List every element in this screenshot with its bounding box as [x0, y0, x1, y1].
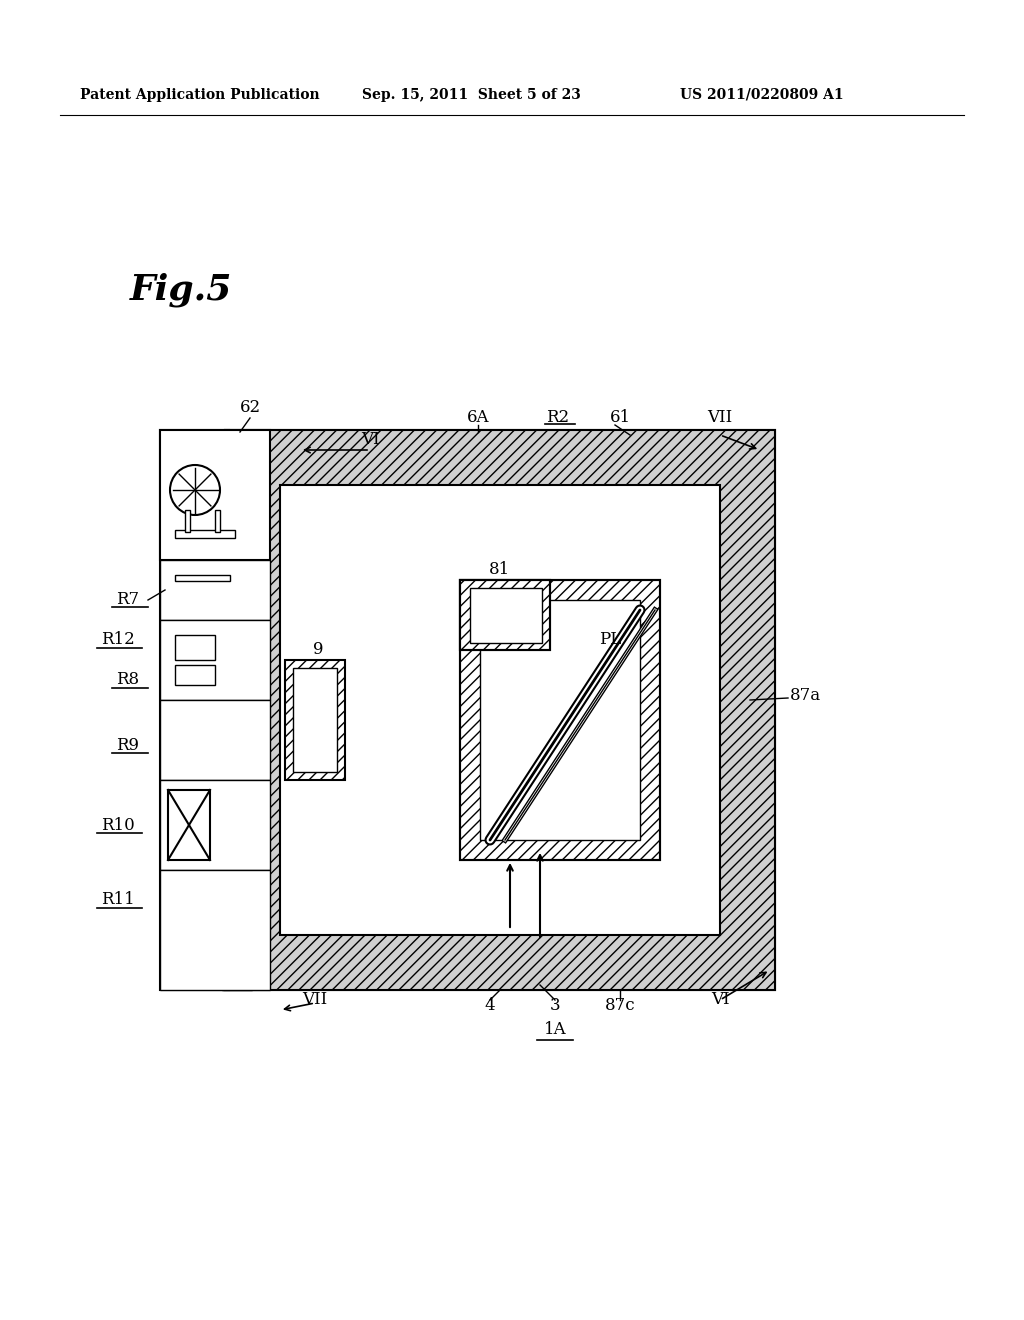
Bar: [175, 635, 215, 660]
Bar: [160, 430, 270, 560]
Text: 6A: 6A: [467, 409, 489, 426]
Text: 4: 4: [484, 997, 496, 1014]
Text: VI: VI: [711, 991, 729, 1008]
Text: R11: R11: [101, 891, 135, 908]
Bar: [175, 576, 230, 581]
Bar: [285, 660, 345, 780]
Text: 1A: 1A: [544, 1022, 566, 1039]
Bar: [185, 510, 190, 532]
Text: VII: VII: [302, 991, 328, 1008]
Bar: [460, 579, 550, 649]
Text: 87c: 87c: [605, 997, 635, 1014]
Bar: [293, 668, 337, 772]
Bar: [470, 587, 542, 643]
Text: Fig.5: Fig.5: [130, 273, 232, 308]
Bar: [285, 660, 345, 780]
Text: R9: R9: [117, 737, 139, 754]
Text: 62: 62: [240, 400, 260, 417]
Bar: [160, 780, 270, 870]
Bar: [175, 531, 234, 539]
Text: US 2011/0220809 A1: US 2011/0220809 A1: [680, 88, 844, 102]
Bar: [160, 560, 270, 620]
Bar: [160, 430, 229, 990]
Bar: [225, 430, 775, 990]
Text: R8: R8: [117, 672, 139, 689]
Bar: [222, 430, 252, 990]
Bar: [460, 579, 550, 649]
Bar: [160, 620, 270, 700]
Text: R12: R12: [101, 631, 135, 648]
Text: VI: VI: [360, 432, 379, 449]
Text: 3: 3: [550, 997, 560, 1014]
Text: 9: 9: [312, 642, 324, 659]
Text: 61: 61: [609, 409, 631, 426]
Text: R7: R7: [117, 591, 139, 609]
Bar: [160, 700, 270, 780]
Bar: [175, 665, 215, 685]
Bar: [460, 579, 660, 861]
Text: R2: R2: [547, 409, 569, 426]
Text: 81: 81: [489, 561, 511, 578]
Text: Patent Application Publication: Patent Application Publication: [80, 88, 319, 102]
Bar: [168, 789, 210, 861]
Bar: [280, 484, 720, 935]
Bar: [215, 510, 220, 532]
Text: PL: PL: [599, 631, 622, 648]
Bar: [225, 430, 775, 990]
Text: R10: R10: [101, 817, 135, 833]
Bar: [460, 579, 660, 861]
Text: Sep. 15, 2011  Sheet 5 of 23: Sep. 15, 2011 Sheet 5 of 23: [362, 88, 581, 102]
Text: VII: VII: [708, 409, 732, 426]
Bar: [480, 601, 640, 840]
Bar: [160, 870, 270, 990]
Text: 87a: 87a: [790, 686, 821, 704]
